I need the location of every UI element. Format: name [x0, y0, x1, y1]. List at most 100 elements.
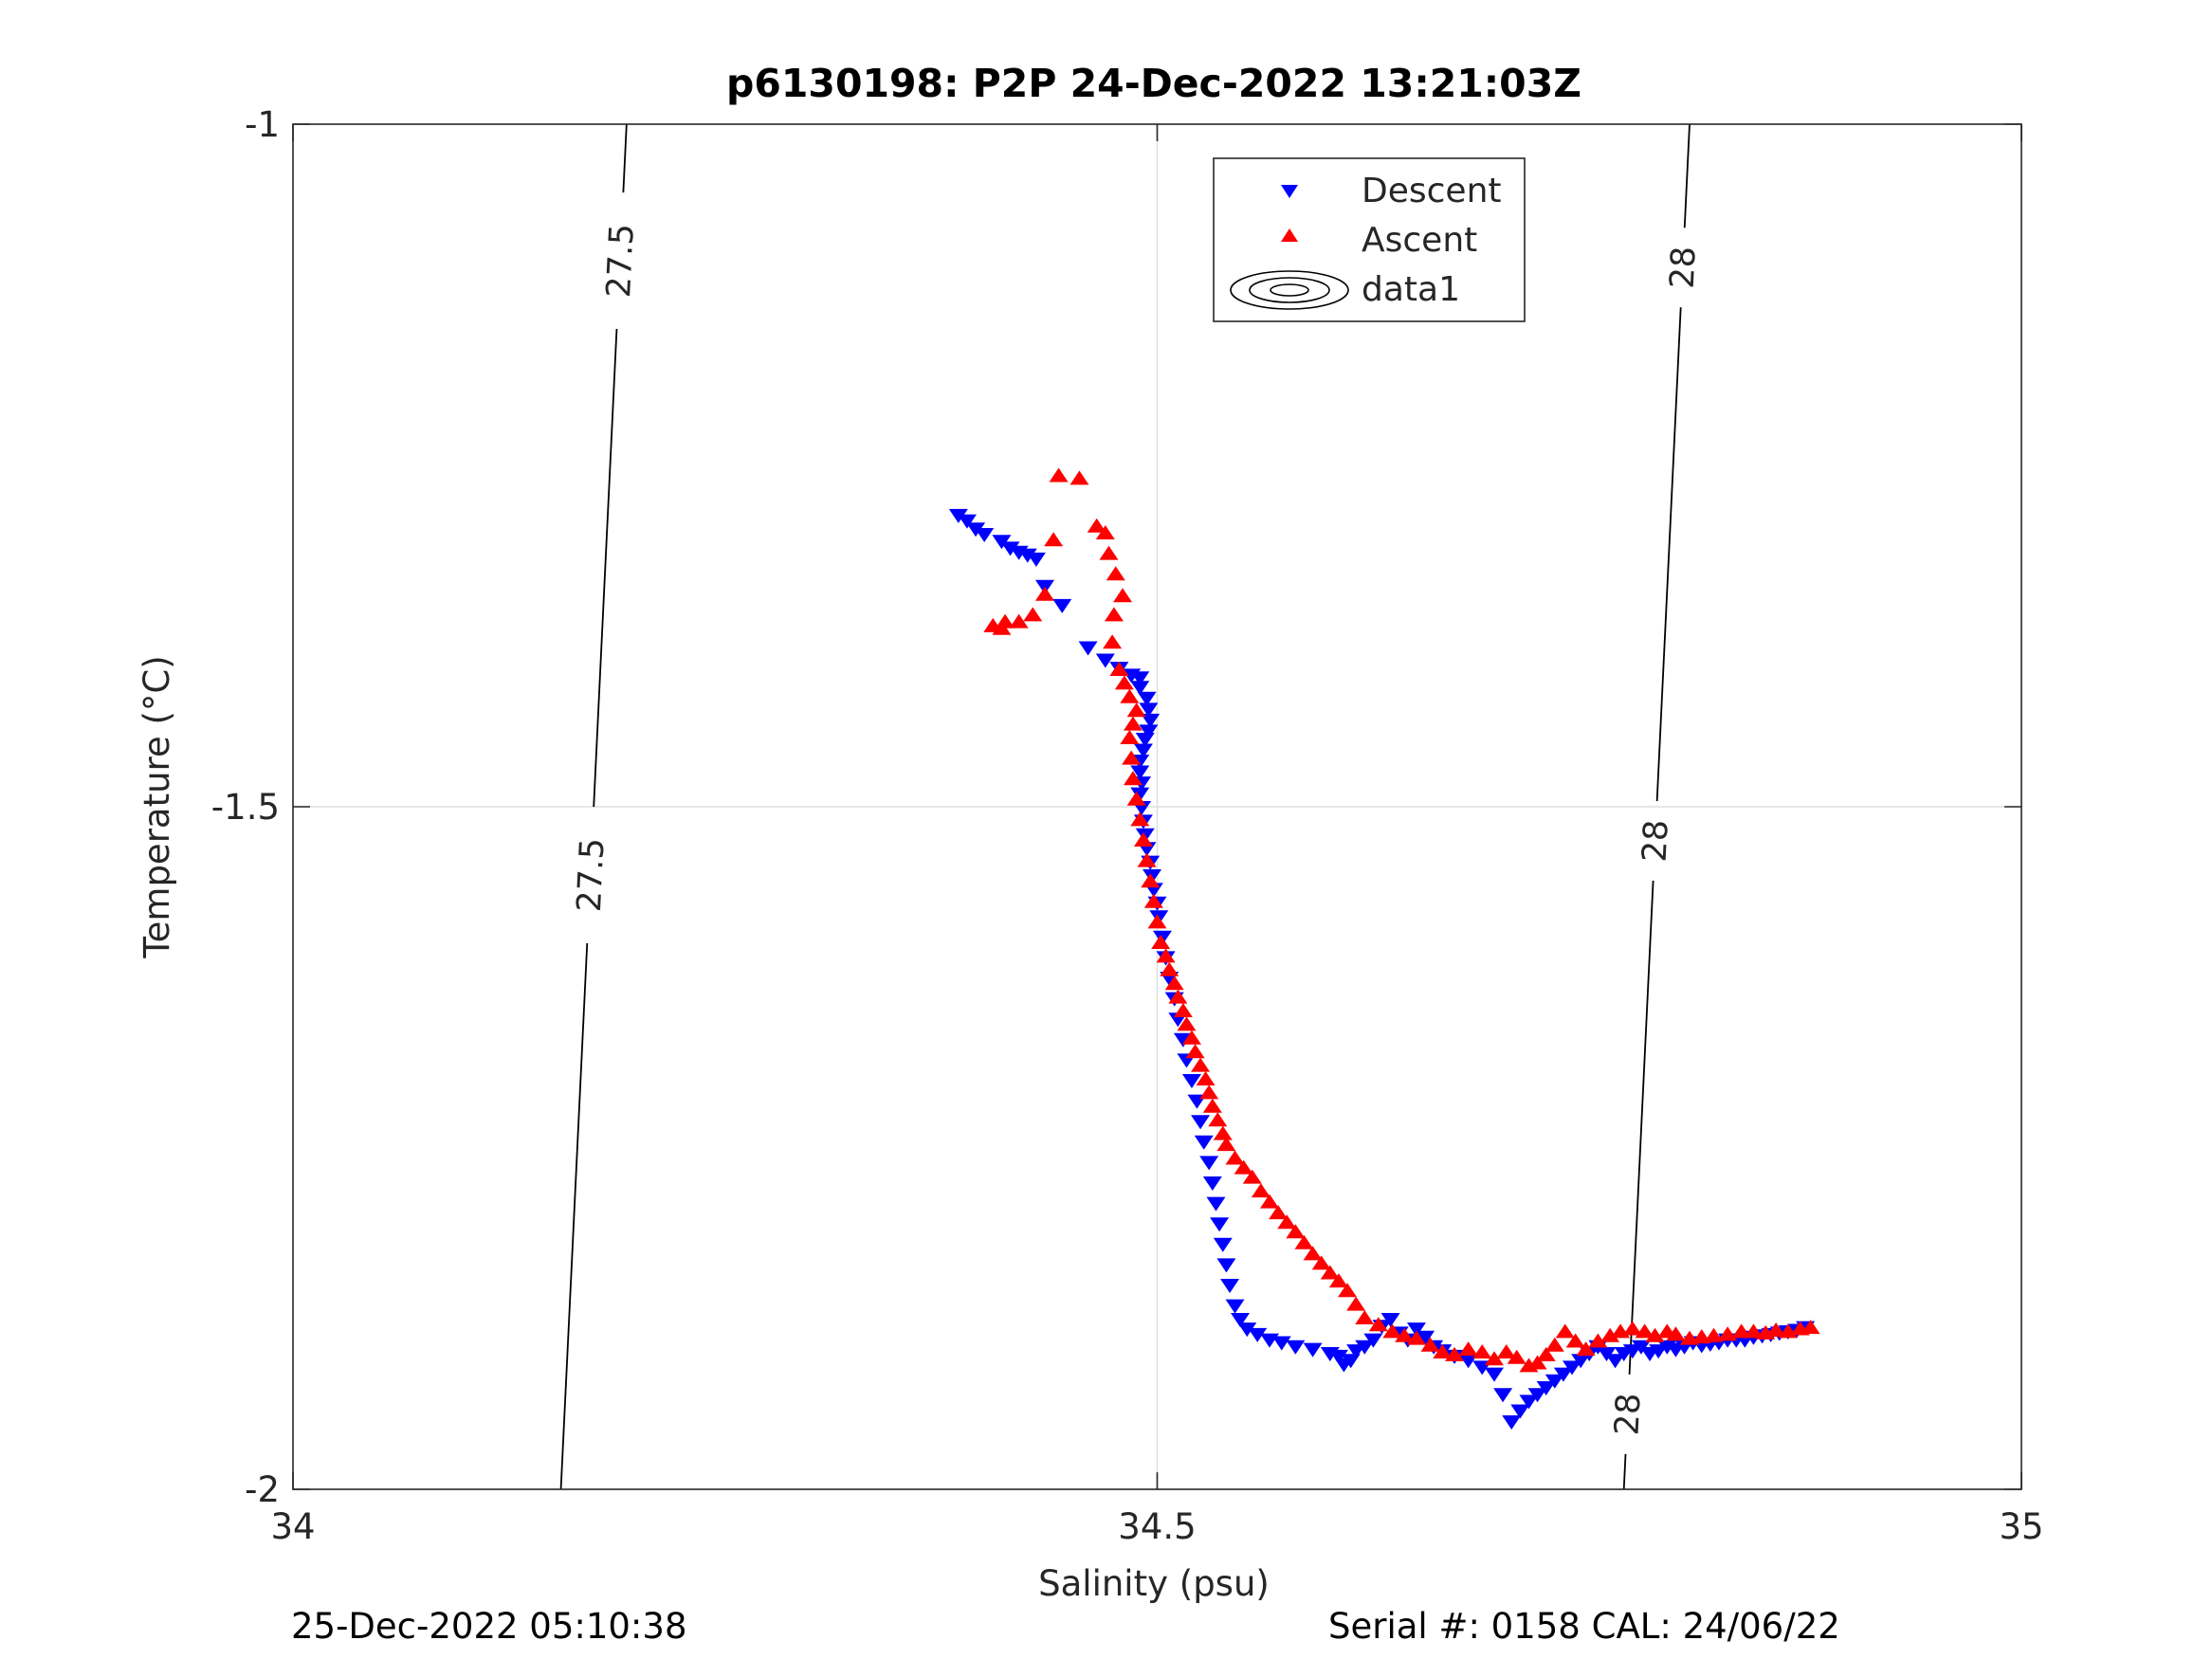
legend-ascent-label: Ascent — [1362, 221, 1477, 260]
data-point-descent — [1141, 713, 1161, 728]
data-point-ascent — [1600, 1327, 1620, 1342]
data-point-descent — [1571, 1354, 1591, 1369]
data-point-ascent — [1277, 1214, 1297, 1230]
data-point-ascent — [1622, 1321, 1642, 1336]
data-point-ascent — [1420, 1337, 1440, 1352]
data-point-descent — [1216, 1258, 1236, 1273]
y-axis-ticks: -2 -1.5 -1 — [211, 104, 2021, 1510]
data-point-ascent — [1718, 1326, 1738, 1341]
data-point-descent — [1017, 548, 1037, 563]
data-point-descent — [1202, 1176, 1222, 1191]
data-point-ascent — [1303, 1246, 1323, 1261]
contour-line — [1683, 123, 1691, 228]
data-point-ascent — [1123, 716, 1143, 731]
contour-line — [1628, 880, 1654, 1375]
data-point-descent — [1380, 1313, 1400, 1327]
data-point-descent — [1237, 1322, 1257, 1338]
data-point-ascent — [1242, 1169, 1262, 1184]
y-tick-label: -2 — [245, 1469, 280, 1510]
data-point-descent — [1026, 552, 1046, 567]
data-point-descent — [1137, 691, 1157, 706]
data-point-descent — [1225, 1299, 1245, 1314]
data-point-ascent — [1346, 1296, 1366, 1311]
data-point-ascent — [1545, 1337, 1564, 1352]
data-point-ascent — [1320, 1265, 1340, 1280]
data-point-ascent — [1109, 662, 1129, 676]
data-point-descent — [1553, 1367, 1573, 1382]
data-point-ascent — [1114, 675, 1134, 690]
x-tick-label: 34 — [270, 1506, 315, 1547]
data-point-ascent — [1208, 1112, 1228, 1127]
data-point-descent — [1130, 681, 1150, 696]
data-point-ascent — [1191, 1057, 1211, 1072]
data-point-ascent — [1122, 750, 1142, 765]
data-point-descent — [1510, 1404, 1530, 1419]
data-point-descent — [1563, 1360, 1582, 1376]
data-point-descent — [1191, 1115, 1211, 1130]
contour-line — [1622, 1453, 1627, 1490]
data-point-ascent — [1023, 607, 1043, 622]
x-axis-label: Salinity (psu) — [1038, 1563, 1270, 1604]
legend-contour-marker — [1230, 270, 1349, 310]
data-point-descent — [1493, 1388, 1513, 1403]
contour-label: 27.5 — [571, 837, 612, 913]
data-point-descent — [1000, 541, 1020, 556]
data-point-ascent — [1679, 1330, 1699, 1345]
data-point-ascent — [1704, 1327, 1724, 1342]
series-ascent — [983, 467, 1820, 1373]
data-point-ascent — [1168, 989, 1188, 1004]
data-point-ascent — [1126, 702, 1146, 718]
data-point-ascent — [1368, 1317, 1388, 1332]
data-point-ascent — [1657, 1323, 1677, 1339]
data-point-ascent — [1133, 832, 1153, 847]
y-axis-label: Temperature (°C) — [137, 655, 177, 958]
data-point-ascent — [1234, 1159, 1253, 1175]
data-point-descent — [1605, 1354, 1625, 1369]
legend-descent-marker — [1281, 185, 1298, 198]
data-point-descent — [1199, 1156, 1219, 1171]
data-point-descent — [948, 508, 968, 523]
data-point-ascent — [1044, 532, 1064, 547]
data-point-ascent — [1120, 730, 1140, 744]
data-point-descent — [1545, 1374, 1564, 1389]
y-tick-label: -1 — [245, 104, 280, 145]
data-point-descent — [1135, 733, 1155, 747]
data-point-descent — [966, 522, 986, 538]
data-point-ascent — [1588, 1333, 1608, 1348]
contour-label: 28 — [1636, 819, 1676, 863]
data-point-ascent — [1185, 1044, 1205, 1059]
data-point-ascent — [1225, 1150, 1245, 1165]
x-tick-label: 35 — [1999, 1506, 2043, 1547]
data-point-ascent — [1382, 1323, 1402, 1339]
footer-serial-cal: Serial #: 0158 CAL: 24/06/22 — [1328, 1606, 1840, 1647]
data-point-descent — [975, 528, 995, 542]
data-point-ascent — [1120, 688, 1140, 703]
data-point-ascent — [1009, 613, 1029, 629]
data-point-ascent — [1484, 1351, 1504, 1366]
data-point-ascent — [1691, 1329, 1711, 1344]
data-point-descent — [1130, 671, 1150, 686]
x-tick-label: 34.5 — [1118, 1506, 1196, 1547]
data-point-descent — [1416, 1330, 1435, 1345]
data-point-ascent — [1251, 1183, 1271, 1198]
data-point-descent — [1458, 1354, 1478, 1369]
grid-lines — [293, 124, 2021, 1489]
data-point-ascent — [1355, 1310, 1375, 1324]
data-point-ascent — [1173, 1003, 1193, 1017]
data-point-ascent — [1181, 1030, 1201, 1045]
legend: Descent Ascent data1 — [1213, 157, 1526, 322]
data-point-ascent — [1645, 1327, 1665, 1342]
data-point-ascent — [1338, 1283, 1358, 1298]
data-point-descent — [1406, 1322, 1426, 1338]
contour-label: 28 — [1608, 1393, 1648, 1436]
data-point-ascent — [1103, 634, 1123, 649]
data-point-ascent — [1213, 1125, 1233, 1140]
data-point-descent — [1328, 1349, 1348, 1364]
data-point-descent — [1130, 765, 1150, 780]
data-point-ascent — [1536, 1346, 1556, 1361]
data-point-ascent — [1196, 1071, 1216, 1085]
data-point-ascent — [1147, 914, 1167, 929]
data-point-ascent — [1143, 893, 1163, 908]
legend-descent-label: Descent — [1362, 172, 1502, 210]
data-point-descent — [1133, 743, 1153, 758]
